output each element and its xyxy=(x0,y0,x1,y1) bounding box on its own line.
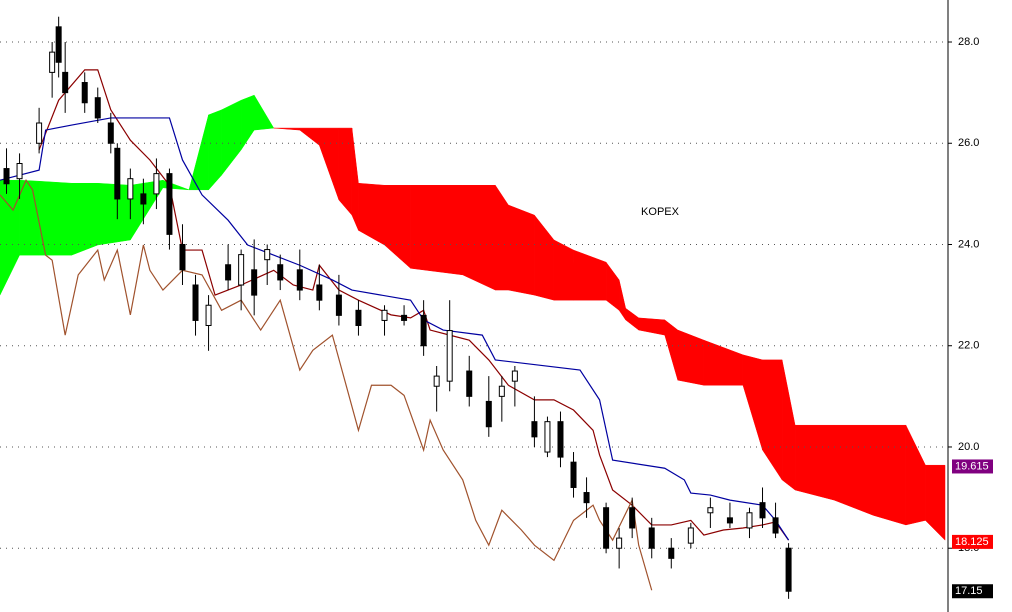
candle-body xyxy=(648,527,655,549)
candle-body xyxy=(3,168,10,185)
candle-body xyxy=(205,304,212,326)
cloud-segment xyxy=(253,94,275,131)
candle-body xyxy=(446,330,453,382)
candle-body xyxy=(629,507,636,529)
candle-body xyxy=(277,264,284,281)
candle-body xyxy=(55,26,62,63)
candle-body xyxy=(114,147,121,200)
candle-body xyxy=(570,461,577,488)
candle-body xyxy=(238,254,245,286)
cloud-segment xyxy=(338,127,353,216)
candle-body xyxy=(62,71,69,94)
candle-body xyxy=(759,502,766,519)
cloud-segment xyxy=(97,182,131,246)
cloud-segment xyxy=(508,204,535,296)
candle-body xyxy=(557,421,564,458)
y-tick-label: 22.0 xyxy=(958,340,979,352)
price-marker-label: 17.15 xyxy=(955,585,983,597)
candle-body xyxy=(140,193,147,205)
cloud-segment xyxy=(873,424,907,526)
candle-body xyxy=(401,314,408,321)
candle-body xyxy=(153,173,160,195)
indicator-line xyxy=(0,178,653,591)
candle-body xyxy=(772,517,779,534)
candle-body xyxy=(616,537,623,549)
candle-body xyxy=(107,122,114,144)
candle-body xyxy=(316,284,323,301)
candle-body xyxy=(746,512,753,529)
candle-body xyxy=(251,269,258,296)
candle-body xyxy=(49,51,56,73)
candle-body xyxy=(726,517,733,524)
cloud-segment xyxy=(19,179,40,256)
candle-body xyxy=(335,294,342,316)
cloud-segment xyxy=(553,239,574,301)
candle-body xyxy=(264,249,271,261)
price-marker xyxy=(952,584,993,599)
candle-body xyxy=(192,284,199,321)
price-marker xyxy=(952,534,993,549)
candle-body xyxy=(179,243,186,271)
candle-body xyxy=(225,264,232,281)
cloud-segment xyxy=(833,424,874,516)
candle-body xyxy=(94,97,101,119)
price-marker-label: 18.125 xyxy=(955,536,989,548)
candle-body xyxy=(466,370,473,397)
candle-body xyxy=(127,178,134,200)
candle-body xyxy=(511,370,518,382)
cloud-segment xyxy=(462,185,496,291)
candle-body xyxy=(381,309,388,321)
y-tick-label: 24.0 xyxy=(958,238,979,250)
candle-body xyxy=(687,527,694,544)
candle-body xyxy=(16,163,23,180)
cloud-segment xyxy=(794,424,835,501)
candle-body xyxy=(531,421,538,438)
candle-body xyxy=(668,547,675,559)
y-tick-label: 26.0 xyxy=(958,137,979,149)
candle-body xyxy=(355,309,362,326)
chart-title: KOPEX xyxy=(641,206,680,218)
candle-body xyxy=(296,269,303,291)
cloud-segment xyxy=(925,464,946,541)
y-tick-label: 28.0 xyxy=(958,36,979,48)
candle-body xyxy=(583,492,590,504)
candle-body xyxy=(498,385,505,397)
candle-body xyxy=(544,421,551,453)
candle-body xyxy=(433,375,440,387)
cloud-segment xyxy=(410,185,463,276)
indicator-line xyxy=(38,69,790,541)
candle-body xyxy=(36,122,43,144)
price-marker-label: 19.615 xyxy=(955,460,989,472)
candle-body xyxy=(81,82,88,104)
candle-body xyxy=(707,507,714,514)
candle-body xyxy=(420,314,427,347)
candle-body xyxy=(603,507,610,549)
candle-body xyxy=(485,400,492,428)
candle-body xyxy=(166,173,173,235)
y-tick-label: 20.0 xyxy=(958,441,979,453)
price-marker xyxy=(952,459,993,474)
candle-body xyxy=(785,547,792,592)
